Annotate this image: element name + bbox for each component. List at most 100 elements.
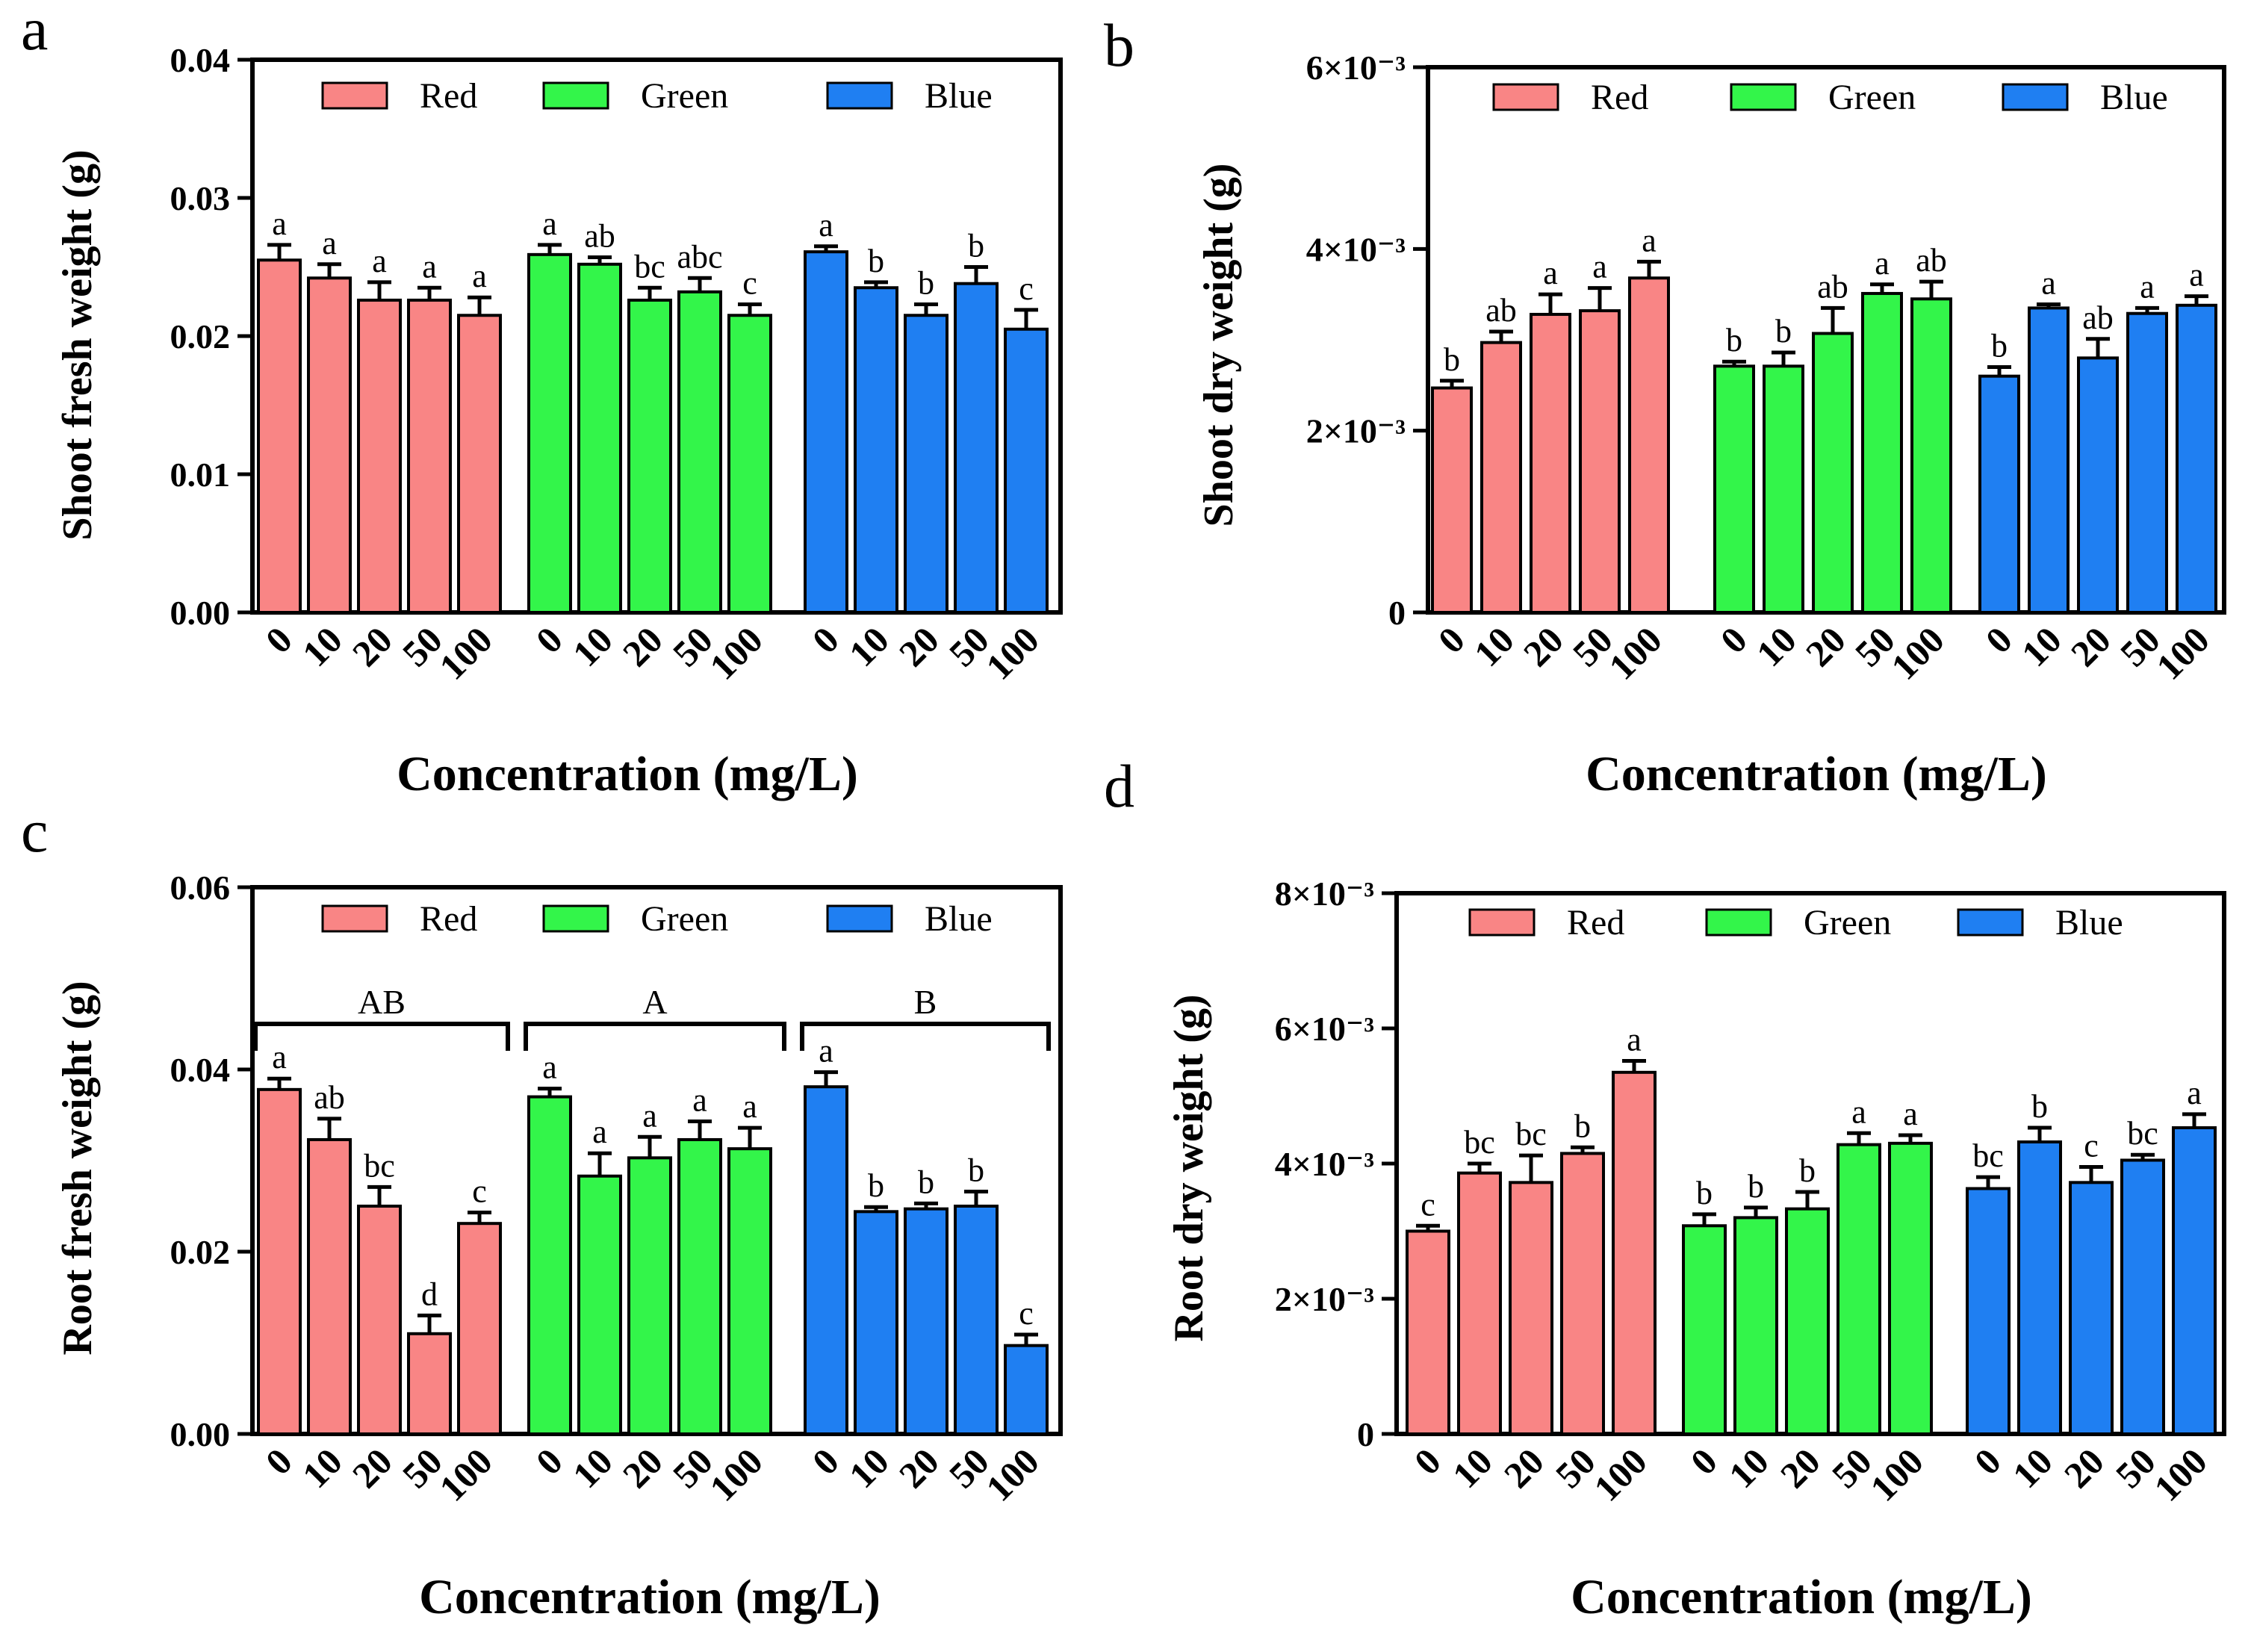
legend-label: Red	[1567, 903, 1624, 943]
significance-letter: a	[819, 207, 833, 243]
legend-swatch	[321, 81, 388, 110]
legend-label: Blue	[2100, 78, 2168, 117]
significance-letter: c	[2084, 1128, 2099, 1164]
significance-letter: a	[272, 205, 287, 242]
x-tick-label: 20	[344, 618, 400, 674]
y-tick-label: 0.01	[170, 456, 231, 494]
chart-panel-c: c Root fresh weight (g) Concentration (m…	[21, 797, 1063, 1624]
significance-letter: a	[422, 248, 437, 285]
significance-letter: a	[742, 1088, 757, 1125]
significance-letter: bc	[364, 1147, 395, 1184]
x-tick-label: 10	[1748, 618, 1804, 674]
legend-swatch	[1492, 83, 1559, 111]
significance-letter: b	[1799, 1152, 1816, 1189]
legend-label: Blue	[925, 76, 993, 116]
legend-label: Red	[420, 76, 477, 116]
x-tick-label: 0	[804, 1440, 847, 1482]
x-tick-label: 0	[258, 1440, 300, 1482]
x-tick-label: 100	[978, 1440, 1047, 1509]
bar	[357, 1205, 402, 1435]
bar	[1910, 297, 1952, 614]
x-tick-label: 100	[2146, 1440, 2215, 1509]
group-bracket-label: AB	[358, 983, 406, 1021]
significance-letter: a	[2189, 257, 2204, 294]
significance-letter: a	[542, 205, 557, 242]
x-tick-label: 20	[891, 1440, 947, 1496]
bar	[1978, 374, 2020, 614]
bar	[1004, 327, 1049, 614]
bar	[457, 314, 502, 614]
x-tick-label: 0	[528, 1440, 571, 1482]
x-tick-label: 20	[344, 1440, 400, 1496]
significance-letter: b	[1991, 328, 2008, 364]
bar	[1628, 276, 1670, 614]
significance-letter: a	[1903, 1096, 1918, 1132]
legend-swatch	[542, 904, 609, 933]
y-axis-label: Root fresh weight (g)	[55, 981, 101, 1355]
x-tick-label: 20	[891, 618, 947, 674]
significance-letter: a	[372, 243, 387, 279]
significance-letter: abc	[677, 238, 722, 275]
y-tick-label: 6×10⁻³	[1275, 1010, 1374, 1048]
bar	[1785, 1207, 1830, 1435]
bar	[1457, 1171, 1502, 1436]
y-tick-label: 0	[1357, 1415, 1374, 1453]
x-tick-label: 0	[528, 618, 571, 661]
x-axis-label: Concentration (mg/L)	[397, 747, 858, 801]
significance-letter: ab	[1485, 292, 1517, 329]
significance-letter: c	[1019, 270, 1034, 307]
x-tick-label: 0	[1978, 618, 2020, 661]
significance-letter: b	[918, 1164, 934, 1200]
y-tick-label: 0.04	[170, 41, 231, 79]
plot-area: 0.00 0.01 0.02 0.03 0.04 Red Green Blue a 0 a 10 a 20…	[170, 41, 1063, 688]
bar	[954, 1205, 999, 1435]
x-tick-label: 20	[1496, 1440, 1552, 1496]
significance-letter: a	[2140, 268, 2155, 305]
x-tick-label: 20	[1798, 618, 1854, 674]
bar	[1480, 341, 1522, 614]
significance-letter: a	[1627, 1021, 1642, 1058]
group-bracket-label: B	[914, 983, 937, 1021]
significance-letter: b	[2031, 1088, 2048, 1125]
significance-letter: a	[542, 1049, 557, 1086]
y-tick-label: 2×10⁻³	[1306, 412, 1406, 450]
y-tick-label: 0.03	[170, 179, 231, 217]
y-tick-label: 6×10⁻³	[1306, 49, 1406, 87]
x-tick-label: 10	[2014, 618, 2070, 674]
significance-letter: d	[421, 1276, 438, 1312]
bar	[727, 1147, 772, 1435]
x-tick-label: 10	[294, 1440, 350, 1496]
significance-letter: a	[592, 1114, 607, 1150]
y-tick-label: 4×10⁻³	[1275, 1145, 1374, 1183]
legend-swatch	[1957, 908, 2024, 937]
panel-letter-c: c	[21, 797, 48, 865]
significance-letter: c	[1019, 1295, 1034, 1332]
legend-swatch	[1705, 908, 1772, 937]
bar	[804, 1085, 848, 1436]
legend-label: Blue	[2055, 903, 2123, 943]
x-axis-label: Concentration (mg/L)	[1586, 747, 2047, 801]
significance-letter: b	[1696, 1175, 1713, 1211]
group-bracket	[800, 1022, 1051, 1051]
group-bracket	[524, 1022, 786, 1051]
bar	[904, 1207, 948, 1436]
bar	[727, 314, 772, 614]
bar	[577, 1174, 622, 1435]
bar	[1530, 312, 1571, 614]
bar	[1966, 1187, 2011, 1435]
group-bracket-label: A	[642, 983, 667, 1021]
significance-letter: b	[1574, 1108, 1591, 1144]
x-tick-label: 10	[841, 618, 897, 674]
bar	[407, 298, 452, 614]
bar	[307, 276, 352, 614]
significance-letter: c	[472, 1173, 487, 1210]
x-axis-label: Concentration (mg/L)	[419, 1570, 881, 1624]
x-tick-label: 100	[701, 1440, 771, 1509]
x-tick-label: 10	[1721, 1440, 1777, 1496]
x-tick-label: 20	[1515, 618, 1571, 674]
bar	[527, 1095, 572, 1435]
significance-letter: ab	[584, 218, 615, 255]
significance-letter: b	[968, 1152, 984, 1188]
